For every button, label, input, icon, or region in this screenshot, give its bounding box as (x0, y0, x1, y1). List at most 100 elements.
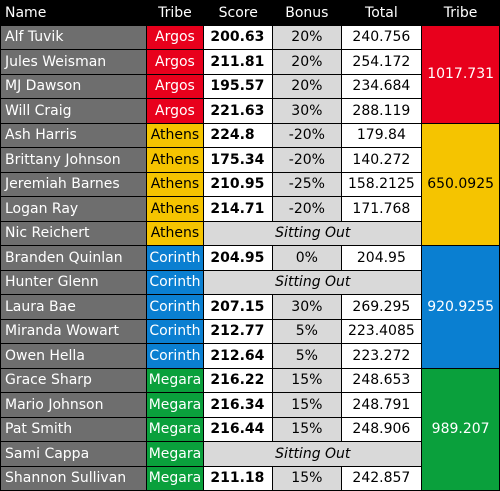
player-bonus: 15% (273, 466, 341, 490)
player-name: Pat Smith (1, 417, 146, 441)
player-tribe: Argos (146, 99, 204, 123)
table-row: Pat Smith Megara 216.44 15% 248.906 (1, 417, 499, 441)
player-score: 214.71 (204, 197, 273, 221)
table-row: Owen Hella Corinth 212.64 5% 223.272 (1, 344, 499, 368)
player-tribe: Megara (146, 442, 204, 466)
player-score: 221.63 (204, 99, 273, 123)
player-name: Laura Bae (1, 295, 146, 319)
player-score: 212.64 (204, 344, 273, 368)
player-name: Branden Quinlan (1, 246, 146, 270)
player-bonus: 20% (273, 25, 341, 49)
player-tribe: Athens (146, 221, 204, 245)
player-score: 210.95 (204, 172, 273, 196)
player-name: MJ Dawson (1, 74, 146, 98)
player-tribe: Athens (146, 197, 204, 221)
table-row: Logan Ray Athens 214.71 -20% 171.768 (1, 197, 499, 221)
player-total: 269.295 (341, 295, 422, 319)
player-name: Will Craig (1, 99, 146, 123)
player-total: 288.119 (341, 99, 422, 123)
player-name: Ash Harris (1, 123, 146, 147)
table-row: Branden Quinlan Corinth 204.95 0% 204.95 920.… (1, 246, 499, 368)
player-tribe: Megara (146, 368, 204, 392)
header-row: Name Tribe Score Bonus Total Tribe (1, 1, 499, 25)
player-total: 171.768 (341, 197, 422, 221)
table-row: Ash Harris Athens 224.8 -20% 179.84 650.0925 (1, 123, 499, 245)
tribe-total: 650.0925 (422, 123, 499, 245)
player-score: 224.8 (204, 123, 273, 147)
header-total: Total (341, 1, 422, 25)
player-bonus: 0% (273, 246, 341, 270)
player-bonus: -20% (273, 123, 341, 147)
player-name: Mario Johnson (1, 393, 146, 417)
player-total: 248.906 (341, 417, 422, 441)
player-tribe: Corinth (146, 270, 204, 294)
header-tribe-total: Tribe (422, 1, 499, 25)
player-bonus: 30% (273, 99, 341, 123)
player-score: 207.15 (204, 295, 273, 319)
player-tribe: Corinth (146, 319, 204, 343)
header-score: Score (204, 1, 273, 25)
player-name: Jeremiah Barnes (1, 172, 146, 196)
player-tribe: Athens (146, 123, 204, 147)
table-row: Jeremiah Barnes Athens 210.95 -25% 158.2125 (1, 172, 499, 196)
sitting-out-label: Sitting Out (204, 221, 422, 245)
player-tribe: Argos (146, 50, 204, 74)
table-body: Alf Tuvik Argos 200.63 20% 240.756 1017.731 Ju… (1, 25, 499, 490)
table-row: Nic Reichert Athens Sitting Out (1, 221, 499, 245)
player-total: 240.756 (341, 25, 422, 49)
player-bonus: -25% (273, 172, 341, 196)
player-score: 200.63 (204, 25, 273, 49)
player-total: 254.172 (341, 50, 422, 74)
player-name: Jules Weisman (1, 50, 146, 74)
table-row: Hunter Glenn Corinth Sitting Out (1, 270, 499, 294)
player-bonus: -20% (273, 148, 341, 172)
table-row: MJ Dawson Argos 195.57 20% 234.684 (1, 74, 499, 98)
table-row: Sami Cappa Megara Sitting Out (1, 442, 499, 466)
player-name: Logan Ray (1, 197, 146, 221)
table-row: Jules Weisman Argos 211.81 20% 254.172 (1, 50, 499, 74)
player-bonus: 20% (273, 74, 341, 98)
header-tribe: Tribe (146, 1, 204, 25)
tribe-total: 989.207 (422, 368, 499, 490)
tribe-total: 1017.731 (422, 25, 499, 123)
sitting-out-label: Sitting Out (204, 442, 422, 466)
player-total: 223.272 (341, 344, 422, 368)
player-score: 195.57 (204, 74, 273, 98)
player-name: Owen Hella (1, 344, 146, 368)
player-total: 242.857 (341, 466, 422, 490)
player-name: Alf Tuvik (1, 25, 146, 49)
player-bonus: 30% (273, 295, 341, 319)
table-row: Brittany Johnson Athens 175.34 -20% 140.272 (1, 148, 499, 172)
player-name: Grace Sharp (1, 368, 146, 392)
player-total: 248.653 (341, 368, 422, 392)
player-score: 175.34 (204, 148, 273, 172)
player-total: 234.684 (341, 74, 422, 98)
player-tribe: Corinth (146, 246, 204, 270)
player-total: 179.84 (341, 123, 422, 147)
player-tribe: Corinth (146, 344, 204, 368)
player-score: 211.18 (204, 466, 273, 490)
player-total: 248.791 (341, 393, 422, 417)
player-name: Hunter Glenn (1, 270, 146, 294)
player-tribe: Megara (146, 417, 204, 441)
player-total: 204.95 (341, 246, 422, 270)
player-name: Brittany Johnson (1, 148, 146, 172)
player-score: 211.81 (204, 50, 273, 74)
player-bonus: 20% (273, 50, 341, 74)
player-tribe: Athens (146, 148, 204, 172)
player-score: 212.77 (204, 319, 273, 343)
player-total: 140.272 (341, 148, 422, 172)
header-bonus: Bonus (273, 1, 341, 25)
table-row: Mario Johnson Megara 216.34 15% 248.791 (1, 393, 499, 417)
table-row: Alf Tuvik Argos 200.63 20% 240.756 1017.731 (1, 25, 499, 123)
player-tribe: Megara (146, 393, 204, 417)
player-tribe: Corinth (146, 295, 204, 319)
player-bonus: 5% (273, 319, 341, 343)
player-bonus: 5% (273, 344, 341, 368)
player-tribe: Argos (146, 74, 204, 98)
table-row: Will Craig Argos 221.63 30% 288.119 (1, 99, 499, 123)
player-bonus: 15% (273, 417, 341, 441)
player-bonus: 15% (273, 368, 341, 392)
